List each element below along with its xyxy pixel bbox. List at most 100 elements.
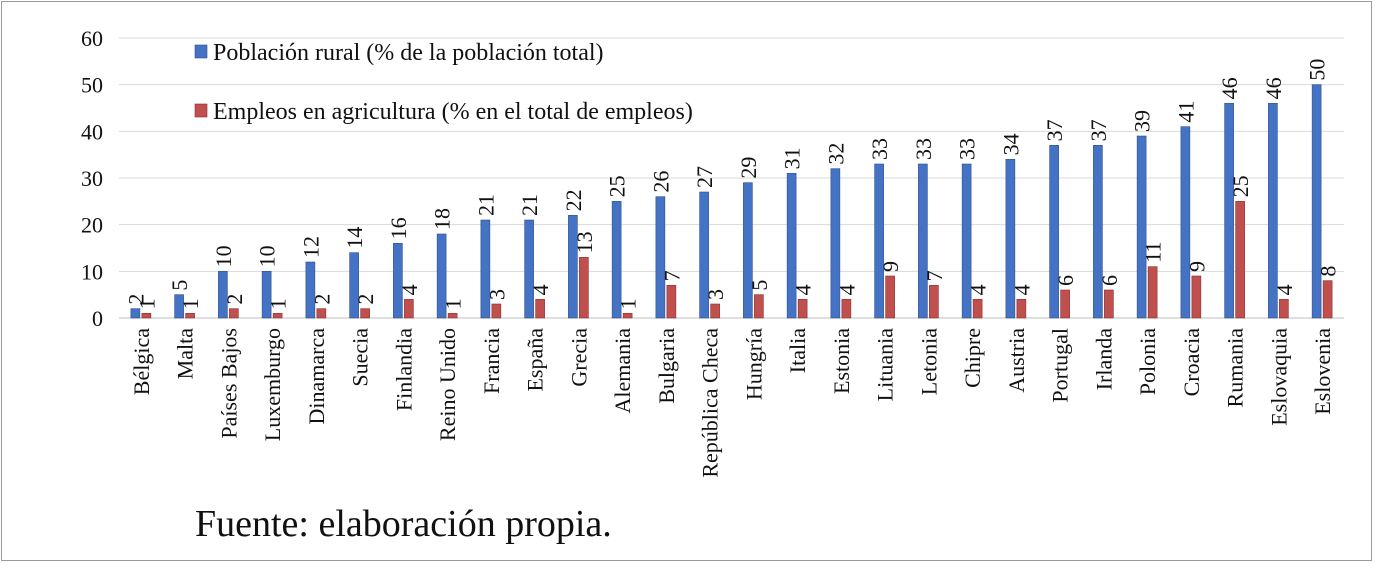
bar-poblacion-rural bbox=[393, 243, 403, 319]
bar-poblacion-rural bbox=[218, 271, 228, 319]
x-category-label: Finlandia bbox=[391, 328, 416, 411]
bar-empleos-agricultura bbox=[447, 313, 458, 319]
data-label-empleos-agricultura: 4 bbox=[834, 284, 859, 295]
data-label-empleos-agricultura: 8 bbox=[1316, 266, 1341, 277]
data-label-poblacion-rural: 18 bbox=[430, 208, 455, 230]
bar-empleos-agricultura bbox=[622, 313, 633, 319]
bar-poblacion-rural bbox=[305, 261, 316, 319]
legend-label-empleos-agricultura: Empleos en agricultura (% en el total de… bbox=[213, 99, 693, 125]
data-label-poblacion-rural: 21 bbox=[473, 194, 498, 216]
x-category-label: Letonia bbox=[916, 328, 941, 395]
bar-empleos-agricultura bbox=[185, 313, 195, 319]
bar-empleos-agricultura bbox=[1016, 299, 1027, 319]
bar-empleos-agricultura bbox=[360, 308, 370, 319]
bar-empleos-agricultura bbox=[579, 257, 589, 319]
data-label-poblacion-rural: 33 bbox=[911, 138, 936, 160]
bar-empleos-agricultura bbox=[797, 299, 808, 319]
bar-poblacion-rural bbox=[1180, 126, 1191, 319]
bar-poblacion-rural bbox=[961, 163, 972, 319]
bar-poblacion-rural bbox=[1224, 103, 1234, 319]
bar-poblacion-rural bbox=[611, 201, 622, 319]
bar-empleos-agricultura bbox=[710, 303, 720, 319]
data-label-empleos-agricultura: 1 bbox=[266, 298, 291, 309]
bar-poblacion-rural bbox=[655, 196, 666, 319]
bar-poblacion-rural bbox=[1136, 135, 1147, 319]
x-category-label: Hungría bbox=[741, 328, 766, 400]
x-category-label: Bélgica bbox=[129, 328, 154, 395]
data-label-poblacion-rural: 26 bbox=[648, 171, 673, 193]
bar-poblacion-rural bbox=[130, 308, 141, 319]
bar-poblacion-rural bbox=[349, 252, 359, 319]
data-label-poblacion-rural: 14 bbox=[342, 227, 367, 249]
data-label-empleos-agricultura: 11 bbox=[1141, 241, 1166, 262]
x-category-label: Países Bajos bbox=[216, 328, 241, 439]
data-label-empleos-agricultura: 4 bbox=[1272, 284, 1297, 295]
data-label-poblacion-rural: 46 bbox=[1261, 77, 1286, 99]
legend-label-poblacion-rural: Población rural (% de la población total… bbox=[213, 40, 604, 66]
data-label-poblacion-rural: 39 bbox=[1130, 110, 1155, 132]
bar-empleos-agricultura bbox=[535, 299, 545, 319]
data-label-empleos-agricultura: 9 bbox=[1184, 261, 1209, 272]
data-label-poblacion-rural: 46 bbox=[1217, 77, 1242, 99]
data-label-empleos-agricultura: 2 bbox=[353, 294, 378, 305]
y-tick-label: 60 bbox=[81, 26, 103, 51]
bar-poblacion-rural bbox=[874, 163, 884, 319]
data-label-poblacion-rural: 33 bbox=[867, 138, 892, 160]
data-label-empleos-agricultura: 2 bbox=[222, 294, 247, 305]
data-label-poblacion-rural: 12 bbox=[298, 236, 323, 258]
x-category-label: Bulgaria bbox=[654, 328, 679, 404]
bar-empleos-agricultura bbox=[1191, 275, 1202, 319]
data-label-empleos-agricultura: 5 bbox=[747, 280, 772, 291]
data-label-empleos-agricultura: 4 bbox=[1009, 284, 1034, 295]
bar-poblacion-rural bbox=[1005, 159, 1016, 319]
bar-poblacion-rural bbox=[830, 168, 841, 319]
x-category-label: Malta bbox=[173, 328, 198, 380]
bar-poblacion-rural bbox=[480, 219, 491, 319]
data-label-poblacion-rural: 27 bbox=[692, 166, 717, 188]
x-category-label: Alemania bbox=[610, 328, 635, 414]
bar-poblacion-rural bbox=[743, 182, 753, 319]
bar-poblacion-rural bbox=[568, 215, 578, 319]
bar-empleos-agricultura bbox=[141, 313, 152, 319]
x-category-label: Estonia bbox=[829, 328, 854, 394]
data-label-empleos-agricultura: 4 bbox=[966, 284, 991, 295]
data-label-empleos-agricultura: 2 bbox=[309, 294, 334, 305]
bar-empleos-agricultura bbox=[1104, 289, 1114, 319]
chart-source: Fuente: elaboración propia. bbox=[195, 503, 612, 545]
bar-empleos-agricultura bbox=[316, 308, 327, 319]
data-label-poblacion-rural: 10 bbox=[211, 245, 236, 267]
bar-poblacion-rural bbox=[1268, 103, 1278, 319]
x-category-label: Chipre bbox=[960, 328, 985, 388]
x-category-label: Francia bbox=[479, 328, 504, 394]
bar-empleos-agricultura bbox=[272, 313, 283, 319]
bar-poblacion-rural bbox=[1311, 84, 1322, 319]
x-category-label: Austria bbox=[1004, 328, 1029, 393]
bar-poblacion-rural bbox=[174, 294, 184, 319]
bar-poblacion-rural bbox=[1049, 145, 1059, 319]
x-category-label: Italia bbox=[785, 328, 810, 373]
bar-empleos-agricultura bbox=[229, 308, 239, 319]
data-label-empleos-agricultura: 4 bbox=[791, 284, 816, 295]
data-label-poblacion-rural: 41 bbox=[1173, 101, 1198, 123]
bar-empleos-agricultura bbox=[841, 299, 852, 319]
data-label-empleos-agricultura: 6 bbox=[1097, 275, 1122, 286]
data-label-empleos-agricultura: 9 bbox=[878, 261, 903, 272]
y-tick-label: 20 bbox=[81, 213, 103, 238]
bar-empleos-agricultura bbox=[1279, 299, 1289, 319]
x-category-label: Lituania bbox=[873, 328, 898, 402]
bar-poblacion-rural bbox=[699, 191, 709, 319]
bar-empleos-agricultura bbox=[1322, 280, 1333, 319]
bar-empleos-agricultura bbox=[404, 299, 414, 319]
bar-poblacion-rural bbox=[524, 219, 534, 319]
bar-empleos-agricultura bbox=[972, 299, 983, 319]
bar-empleos-agricultura bbox=[929, 285, 939, 319]
data-label-poblacion-rural: 10 bbox=[255, 245, 280, 267]
data-label-empleos-agricultura: 4 bbox=[528, 284, 553, 295]
x-category-label: Croacia bbox=[1179, 328, 1204, 397]
data-label-poblacion-rural: 29 bbox=[736, 157, 761, 179]
data-label-empleos-agricultura: 7 bbox=[922, 270, 947, 281]
data-label-empleos-agricultura: 1 bbox=[441, 298, 466, 309]
data-label-poblacion-rural: 34 bbox=[998, 133, 1023, 155]
